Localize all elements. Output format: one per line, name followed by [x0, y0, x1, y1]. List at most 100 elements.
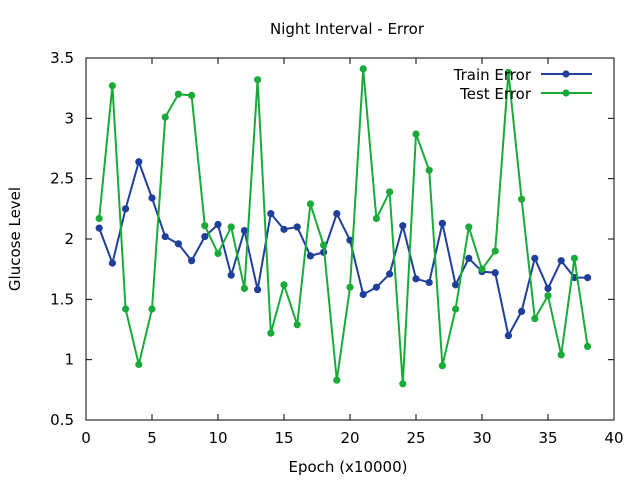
data-point-train-error [333, 210, 341, 218]
data-point-train-error [386, 270, 394, 278]
data-point-test-error [425, 166, 433, 174]
data-point-train-error [135, 158, 143, 166]
chart-title: Night Interval - Error [270, 20, 425, 38]
data-point-test-error [148, 305, 156, 313]
data-point-test-error [254, 76, 262, 84]
data-point-test-error [465, 223, 473, 231]
data-point-test-error [135, 360, 143, 369]
x-axis-title: Epoch (x10000) [289, 458, 408, 476]
series-test-error [95, 65, 592, 388]
data-point-test-error [306, 200, 314, 208]
legend-marker-test-error [562, 89, 570, 97]
data-point-test-error [584, 342, 592, 350]
data-point-train-error [425, 278, 433, 287]
data-point-train-error [438, 219, 446, 227]
legend-marker-train-error [562, 70, 570, 78]
y-tick-label: 2.5 [50, 170, 74, 188]
data-point-test-error [122, 305, 130, 313]
data-point-train-error [452, 281, 460, 289]
data-point-train-error [465, 254, 473, 262]
x-tick-label: 10 [208, 429, 227, 447]
data-point-train-error [108, 259, 116, 267]
data-point-train-error [518, 307, 526, 315]
x-tick-label: 25 [406, 429, 425, 447]
data-point-test-error [570, 254, 579, 262]
data-point-test-error [557, 351, 565, 359]
x-tick-label: 15 [274, 429, 293, 447]
data-point-train-error [122, 205, 130, 213]
data-point-train-error [254, 286, 262, 294]
data-point-test-error [214, 249, 222, 258]
data-point-test-error [478, 265, 486, 273]
x-tick-label: 30 [472, 429, 491, 447]
data-point-train-error [372, 283, 380, 291]
data-point-train-error [227, 271, 235, 279]
data-point-train-error [161, 232, 169, 241]
data-point-train-error [359, 290, 367, 299]
data-point-train-error [306, 252, 314, 260]
x-tick-label: 20 [340, 429, 359, 447]
series-layer [95, 65, 592, 388]
x-tick-label: 5 [147, 429, 157, 447]
data-point-train-error [201, 232, 209, 241]
data-point-test-error [531, 315, 539, 323]
data-point-train-error [280, 225, 288, 233]
data-point-train-error [557, 257, 565, 265]
data-point-train-error [531, 254, 539, 262]
data-point-train-error [412, 275, 420, 283]
series-line-train-error [98, 160, 588, 337]
data-point-train-error [293, 223, 301, 231]
y-tick-label: 1.5 [50, 290, 74, 308]
data-point-train-error [399, 222, 407, 230]
data-point-train-error [267, 210, 275, 218]
data-point-train-error [188, 257, 196, 265]
data-point-test-error [504, 68, 512, 77]
y-tick-label: 1 [64, 351, 74, 369]
data-point-test-error [438, 362, 446, 370]
data-point-test-error [386, 188, 394, 196]
data-point-test-error [359, 65, 367, 73]
legend-label-test-error: Test Error [459, 85, 532, 103]
data-point-train-error [544, 284, 552, 293]
data-point-train-error [148, 194, 156, 202]
data-point-train-error [214, 220, 222, 229]
data-point-test-error [108, 82, 116, 90]
data-point-test-error [333, 376, 341, 384]
legend: Train Error Test Error [453, 66, 592, 103]
data-point-test-error [544, 292, 552, 300]
data-point-test-error [320, 241, 328, 249]
data-point-test-error [346, 283, 354, 291]
y-tick-label: 2 [64, 230, 74, 248]
legend-label-train-error: Train Error [453, 66, 532, 84]
y-tick-label: 0.5 [50, 411, 74, 429]
data-point-train-error [584, 274, 592, 282]
data-point-train-error [95, 224, 103, 232]
data-point-test-error [399, 380, 407, 388]
data-point-test-error [227, 223, 235, 231]
series-train-error [95, 158, 592, 340]
data-point-test-error [267, 329, 275, 337]
data-point-test-error [293, 321, 301, 329]
x-tick-label: 0 [81, 429, 91, 447]
data-point-train-error [240, 226, 248, 235]
data-point-test-error [518, 195, 526, 203]
x-tick-label: 40 [604, 429, 623, 447]
data-point-test-error [201, 222, 209, 230]
x-tick-label: 35 [538, 429, 557, 447]
data-point-test-error [174, 90, 182, 98]
data-point-test-error [280, 281, 288, 289]
data-point-test-error [161, 113, 169, 121]
data-point-train-error [504, 331, 512, 340]
y-tick-label: 3.5 [50, 49, 74, 67]
y-tick-label: 3 [64, 109, 74, 127]
data-point-test-error [372, 214, 380, 223]
y-axis-title: Glucose Level [6, 187, 24, 291]
data-point-test-error [452, 305, 460, 313]
data-point-train-error [491, 269, 499, 277]
data-point-train-error [174, 240, 182, 248]
data-point-test-error [188, 91, 196, 100]
data-point-test-error [491, 247, 499, 255]
data-point-test-error [412, 130, 420, 138]
data-point-test-error [95, 214, 103, 223]
